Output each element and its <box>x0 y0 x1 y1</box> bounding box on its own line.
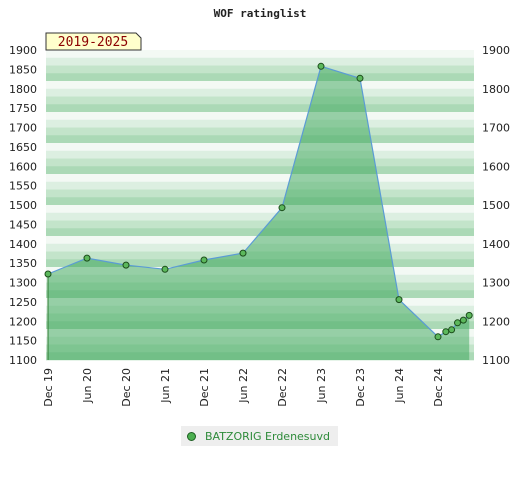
legend: BATZORIG Erdenesuvd <box>181 426 339 446</box>
x-tick-label: Jun 23 <box>315 368 328 404</box>
data-point <box>434 333 442 341</box>
period-label: 2019-2025 <box>58 35 128 50</box>
y-tick-label-right: 1700 <box>482 122 510 135</box>
y-tick-label-right: 1200 <box>482 315 510 328</box>
background-band <box>46 205 474 214</box>
y-tick-label-left: 1550 <box>9 180 37 193</box>
data-point <box>161 265 169 273</box>
background-band <box>46 119 474 128</box>
background-band <box>46 143 474 152</box>
period-badge: 2019-2025 <box>45 32 142 51</box>
data-point <box>239 249 247 257</box>
y-tick-label-left: 1750 <box>9 102 37 115</box>
y-tick-label-left: 1100 <box>9 354 37 367</box>
y-tick-label-left: 1700 <box>9 122 37 135</box>
y-tick-label-right: 1800 <box>482 83 510 96</box>
y-tick-label-left: 1800 <box>9 83 37 96</box>
y-tick-label-right: 1600 <box>482 160 510 173</box>
data-point <box>278 204 286 212</box>
data-point <box>442 328 450 336</box>
y-tick-label-left: 1850 <box>9 63 37 76</box>
background-band <box>46 88 474 97</box>
y-tick-label-right: 1100 <box>482 354 510 367</box>
y-tick-label-left: 1650 <box>9 141 37 154</box>
y-tick-label-left: 1900 <box>9 44 37 57</box>
x-tick-label: Jun 20 <box>81 368 94 404</box>
y-tick-label-left: 1450 <box>9 218 37 231</box>
y-tick-label-left: 1400 <box>9 238 37 251</box>
data-point <box>356 74 364 82</box>
rating-line <box>47 65 470 338</box>
rating-points <box>44 62 473 341</box>
data-point <box>122 261 130 269</box>
background-band <box>46 166 474 175</box>
background-band <box>46 65 474 74</box>
background-band <box>46 73 474 82</box>
chart-title: WOF ratinglist <box>214 7 307 20</box>
data-point <box>44 270 52 278</box>
y-tick-label-left: 1250 <box>9 296 37 309</box>
data-point <box>200 256 208 264</box>
background-band <box>46 57 474 66</box>
y-tick-label-right: 1900 <box>482 44 510 57</box>
y-tick-label-left: 1200 <box>9 315 37 328</box>
data-point <box>448 326 456 334</box>
x-tick-label: Dec 19 <box>42 368 55 407</box>
x-tick-label: Dec 24 <box>432 368 445 407</box>
y-axis-right: 1100 1200 1300 1400 1500 1600 1700 1800 1900 <box>482 44 510 367</box>
rating-area-fill <box>48 66 470 361</box>
background-band <box>46 81 474 90</box>
background-band <box>46 189 474 198</box>
y-tick-label-left: 1500 <box>9 199 37 212</box>
background-band <box>46 135 474 144</box>
x-tick-label: Jun 22 <box>237 368 250 404</box>
background-band <box>46 127 474 136</box>
x-tick-label: Jun 21 <box>159 368 172 404</box>
x-tick-label: Dec 22 <box>276 368 289 407</box>
y-tick-label-left: 1350 <box>9 257 37 270</box>
y-tick-label-left: 1300 <box>9 277 37 290</box>
background-band <box>46 112 474 121</box>
background-band <box>46 96 474 105</box>
background-band <box>46 158 474 167</box>
data-point <box>83 254 91 262</box>
x-tick-label: Jun 24 <box>393 368 406 404</box>
x-tick-label: Dec 21 <box>198 368 211 407</box>
background-band <box>46 50 474 59</box>
data-point <box>465 311 473 319</box>
background-band <box>46 228 474 237</box>
x-tick-label: Dec 23 <box>354 368 367 407</box>
data-point <box>459 316 467 324</box>
x-tick-label: Dec 20 <box>120 368 133 407</box>
background-band <box>46 174 474 183</box>
legend-label: BATZORIG Erdenesuvd <box>205 429 331 443</box>
background-band <box>46 197 474 206</box>
y-tick-label-right: 1500 <box>482 199 510 212</box>
background-band <box>46 104 474 113</box>
y-axis-left: 1100 1150 1200 1250 1300 1350 1400 1450 1500 1550… <box>9 44 37 367</box>
y-tick-label-left: 1150 <box>9 335 37 348</box>
data-point <box>395 296 403 304</box>
background-band <box>46 181 474 190</box>
y-tick-label-right: 1400 <box>482 238 510 251</box>
data-point <box>317 62 325 70</box>
background-band <box>46 220 474 229</box>
y-tick-label-right: 1300 <box>482 277 510 290</box>
background-band <box>46 212 474 221</box>
background-band <box>46 150 474 159</box>
y-tick-label-left: 1600 <box>9 160 37 173</box>
x-axis: Dec 19 Jun 20 Dec 20 Jun 21 Dec 21 Jun 22 Dec … <box>42 368 445 407</box>
data-point <box>454 319 461 327</box>
rating-area <box>47 65 470 361</box>
legend-marker <box>187 431 196 441</box>
